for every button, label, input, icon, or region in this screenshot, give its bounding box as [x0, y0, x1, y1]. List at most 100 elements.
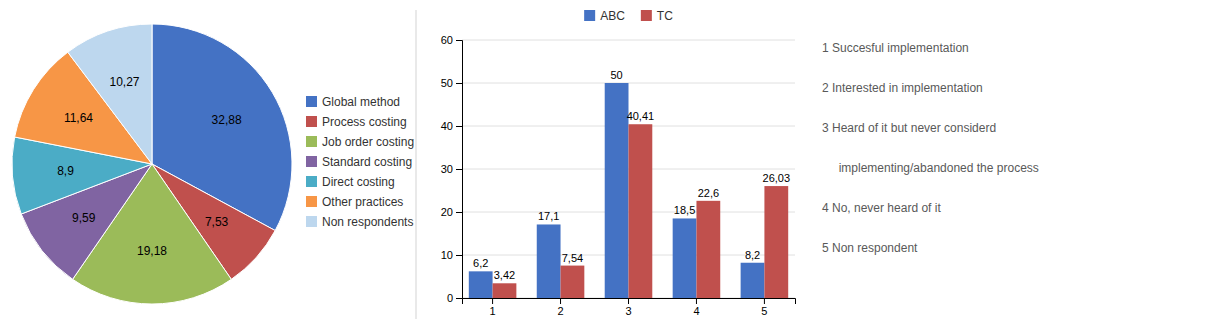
legend-item: Process costing	[306, 115, 407, 129]
bar	[629, 124, 653, 298]
tick-mark	[456, 212, 462, 213]
tick-mark	[456, 126, 462, 127]
tick-label: 0	[447, 292, 453, 304]
annotation: implementing/abandoned the process	[822, 161, 1039, 175]
legend-item: TC	[641, 9, 673, 23]
legend-label: Job order costing	[322, 135, 414, 149]
bar	[605, 83, 629, 298]
tick-label: 5	[761, 305, 767, 317]
legend-label: Global method	[322, 95, 400, 109]
tick-label: 4	[693, 305, 699, 317]
legend-item: Standard costing	[306, 155, 412, 169]
tick-label: 30	[441, 163, 453, 175]
legend-label: Direct costing	[322, 175, 395, 189]
annotation: 1 Succesful implementation	[822, 41, 969, 55]
tick-label: 1	[490, 305, 496, 317]
bar	[561, 266, 585, 298]
grid-line	[462, 40, 795, 41]
y-axis: 0 10 20 30 40 50 60	[441, 34, 463, 304]
legend-label: Other practices	[322, 195, 403, 209]
axis-line	[463, 299, 796, 305]
data-labels: 6,217,15018,58,23,427,5440,4122,626,03	[473, 69, 790, 281]
tick-label: 60	[441, 34, 453, 46]
divider	[416, 10, 417, 319]
chart-root: 32,88 7,53 19,18 9,59 8,9 11,64 10,27 Global me…	[0, 0, 1206, 329]
tick-label: 50	[441, 77, 453, 89]
data-label: 10,27	[109, 75, 139, 89]
tick: 10	[441, 249, 462, 261]
legend-swatch	[306, 216, 317, 227]
data-label: 8,2	[745, 249, 760, 261]
pie-legend: Global method Process costing Job order co…	[306, 95, 414, 229]
tick-mark	[696, 298, 697, 304]
annotation: 4 No, never heard of it	[822, 201, 941, 215]
data-label: 3,42	[494, 269, 515, 281]
bar	[696, 201, 720, 298]
legend-label: TC	[657, 9, 673, 23]
legend-item: ABC	[584, 9, 625, 23]
legend-swatch	[306, 156, 317, 167]
tick: 40	[441, 120, 462, 132]
legend-swatch	[306, 96, 317, 107]
annotation: 3 Heard of it but never considerd	[822, 121, 996, 135]
tick: 50	[441, 77, 462, 89]
data-label: 22,6	[698, 187, 719, 199]
legend-label: Non respondents	[322, 215, 413, 229]
bar	[673, 218, 697, 298]
pie-slice	[68, 24, 152, 164]
tick-mark	[764, 298, 765, 304]
data-label: 17,1	[538, 210, 559, 222]
data-label: 40,41	[627, 110, 655, 122]
legend-label: ABC	[600, 9, 625, 23]
legend-swatch	[306, 116, 317, 127]
annotation: 2 Interested in implementation	[822, 81, 983, 95]
tick-mark	[456, 83, 462, 84]
legend-label: Standard costing	[322, 155, 412, 169]
tick-mark	[456, 169, 462, 170]
data-label: 26,03	[763, 172, 791, 184]
tick: 3	[625, 298, 631, 317]
tick: 0	[447, 292, 462, 304]
tick-mark	[628, 298, 629, 304]
data-label: 32,88	[212, 113, 242, 127]
tick-label: 10	[441, 249, 453, 261]
tick-label: 40	[441, 120, 453, 132]
data-label: 7,54	[562, 252, 583, 264]
data-label: 11,64	[64, 111, 93, 125]
data-label: 18,5	[674, 204, 695, 216]
bar	[537, 224, 561, 298]
data-label: 19,18	[137, 244, 167, 258]
data-label: 7,53	[205, 215, 229, 229]
bar-legend: ABC TC	[584, 9, 673, 23]
annotation: 5 Non respondent	[822, 241, 918, 255]
tick: 2	[557, 298, 563, 317]
legend-swatch	[306, 176, 317, 187]
tick: 5	[761, 298, 767, 317]
tick-mark	[456, 255, 462, 256]
legend-item: Job order costing	[306, 135, 414, 149]
legend-item: Direct costing	[306, 175, 395, 189]
annotations: 1 Succesful implementation 2 Interested i…	[822, 41, 1039, 255]
legend-item: Global method	[306, 95, 400, 109]
tick-label: 3	[625, 305, 631, 317]
bar	[469, 271, 493, 298]
data-label: 6,2	[473, 257, 488, 269]
legend-swatch	[306, 196, 317, 207]
legend-swatch	[641, 10, 652, 21]
tick: 4	[693, 298, 699, 317]
legend-item: Non respondents	[306, 215, 413, 229]
legend-swatch	[584, 10, 595, 21]
tick-mark	[456, 40, 462, 41]
tick: 20	[441, 206, 462, 218]
grid	[462, 40, 795, 298]
data-label: 9,59	[72, 211, 96, 225]
data-label: 8,9	[57, 164, 74, 178]
legend-swatch	[306, 136, 317, 147]
tick-mark	[456, 298, 462, 299]
tick: 1	[490, 298, 496, 317]
tick: 30	[441, 163, 462, 175]
bar	[741, 263, 765, 298]
legend-item: Other practices	[306, 195, 403, 209]
x-axis: 1 2 3 4 5	[463, 298, 796, 317]
tick-label: 20	[441, 206, 453, 218]
